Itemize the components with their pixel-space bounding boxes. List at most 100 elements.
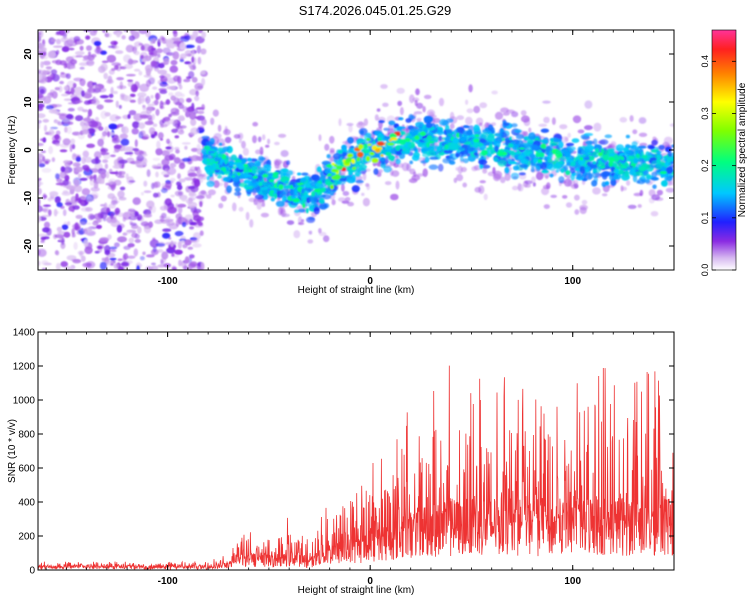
heatmap-cell bbox=[83, 239, 89, 247]
heatmap-cell bbox=[72, 205, 80, 210]
heatmap-cell bbox=[41, 155, 46, 162]
heatmap-cell bbox=[134, 139, 138, 148]
heatmap-cell bbox=[241, 140, 246, 149]
heatmap-cell bbox=[66, 126, 72, 134]
heatmap-cell bbox=[257, 136, 262, 143]
heatmap-cell bbox=[93, 174, 97, 181]
heatmap-cell bbox=[72, 223, 81, 230]
heatmap-cell bbox=[320, 174, 326, 180]
heatmap-cell bbox=[436, 146, 442, 152]
heatmap-cell bbox=[212, 109, 219, 117]
heatmap-cell bbox=[216, 138, 225, 147]
heatmap-cell bbox=[171, 265, 177, 270]
heatmap-cell bbox=[280, 150, 289, 157]
heatmap-cell bbox=[170, 95, 176, 101]
heatmap-cell bbox=[51, 91, 58, 99]
heatmap-cell bbox=[77, 221, 86, 226]
heatmap-cell bbox=[38, 86, 47, 95]
heatmap-cell bbox=[93, 40, 102, 47]
heatmap-cell bbox=[43, 221, 51, 229]
heatmap-cell bbox=[67, 121, 74, 125]
heatmap-cell bbox=[124, 151, 134, 155]
heatmap-cell bbox=[348, 124, 353, 133]
heatmap-cell bbox=[416, 128, 423, 132]
heatmap-cell bbox=[240, 158, 247, 165]
heatmap-cell bbox=[426, 150, 436, 157]
heatmap-cell bbox=[399, 107, 404, 116]
heatmap-cell bbox=[174, 91, 183, 97]
heatmap-cell bbox=[53, 45, 63, 48]
heatmap-cell bbox=[52, 104, 63, 108]
heatmap-cell bbox=[161, 37, 166, 41]
heatmap-cell bbox=[75, 55, 84, 58]
heatmap-cell bbox=[108, 93, 114, 98]
heatmap-cell bbox=[225, 176, 232, 182]
heatmap-cell bbox=[366, 138, 371, 141]
heatmap-cell bbox=[190, 118, 197, 126]
heatmap-cell bbox=[82, 117, 92, 122]
heatmap-cell bbox=[558, 141, 564, 149]
heatmap-cell bbox=[38, 106, 44, 111]
heatmap-cell bbox=[122, 95, 132, 102]
heatmap-cell bbox=[459, 132, 462, 139]
heatmap-cell bbox=[61, 46, 70, 53]
heatmap-cell bbox=[446, 118, 454, 123]
heatmap-cell bbox=[620, 165, 628, 169]
heatmap-cell bbox=[177, 184, 183, 191]
heatmap-cell bbox=[169, 177, 176, 182]
heatmap-cell bbox=[85, 35, 91, 40]
heatmap-cell bbox=[113, 263, 120, 269]
heatmap-cell bbox=[168, 113, 172, 118]
heatmap-cell bbox=[238, 138, 242, 144]
heatmap-cell bbox=[189, 226, 195, 230]
heatmap-cell bbox=[151, 101, 159, 104]
heatmap-cell bbox=[236, 161, 242, 168]
heatmap-cell bbox=[108, 45, 116, 49]
heatmap-cell bbox=[207, 162, 215, 166]
heatmap-cell bbox=[113, 90, 118, 95]
heatmap-cell bbox=[395, 158, 401, 165]
heatmap-cell bbox=[201, 77, 206, 86]
heatmap-cell bbox=[142, 251, 146, 256]
heatmap-cell bbox=[197, 125, 205, 131]
heatmap-cell bbox=[38, 142, 44, 147]
heatmap-cell bbox=[613, 158, 620, 162]
heatmap-cell bbox=[360, 158, 365, 165]
heatmap-cell bbox=[500, 176, 506, 184]
heatmap-cell bbox=[545, 145, 552, 152]
heatmap-cell bbox=[140, 45, 145, 51]
heatmap-cell bbox=[51, 134, 62, 143]
heatmap-cell bbox=[197, 173, 204, 180]
heatmap-cell bbox=[397, 100, 403, 107]
heatmap-cell bbox=[116, 224, 123, 233]
heatmap-cell bbox=[366, 183, 371, 191]
heatmap-cell bbox=[56, 38, 61, 45]
heatmap-cell bbox=[218, 142, 223, 146]
heatmap-cell bbox=[121, 126, 129, 135]
heatmap-cell bbox=[200, 262, 205, 270]
heatmap-cell bbox=[129, 99, 136, 103]
heatmap-cell bbox=[107, 234, 112, 240]
heatmap-cell bbox=[493, 140, 501, 148]
heatmap-cell bbox=[47, 198, 56, 201]
heatmap-cell bbox=[282, 172, 287, 176]
heatmap-cell bbox=[587, 155, 595, 162]
heatmap-cell bbox=[415, 173, 425, 177]
heatmap-cell bbox=[579, 157, 584, 161]
heatmap-cell bbox=[152, 86, 158, 90]
heatmap-cell bbox=[115, 50, 124, 54]
heatmap-cell bbox=[66, 80, 76, 89]
heatmap-cell bbox=[669, 123, 674, 127]
heatmap-cell bbox=[38, 119, 42, 124]
heatmap-cell bbox=[510, 172, 520, 180]
heatmap-cell bbox=[114, 179, 122, 186]
heatmap-cell bbox=[523, 149, 532, 157]
heatmap-cell bbox=[74, 198, 83, 204]
heatmap-cell bbox=[41, 167, 52, 173]
heatmap-cell bbox=[161, 124, 168, 128]
heatmap-cell bbox=[128, 110, 137, 116]
heatmap-cell bbox=[449, 123, 455, 129]
heatmap-cell bbox=[97, 138, 104, 147]
heatmap-cell bbox=[159, 138, 164, 141]
heatmap-cell bbox=[388, 154, 395, 161]
